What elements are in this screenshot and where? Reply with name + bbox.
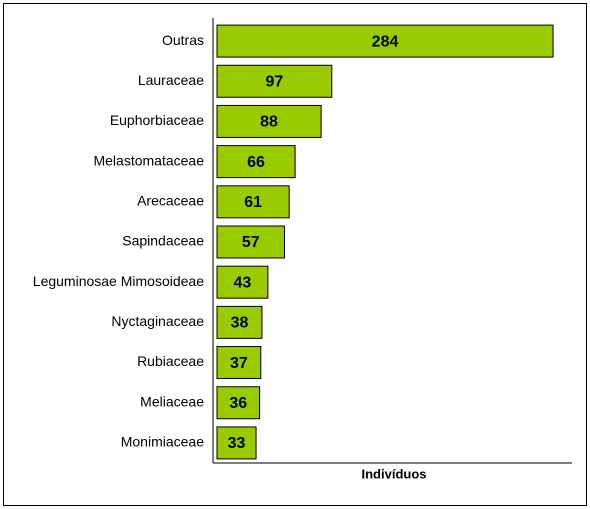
bar (216, 386, 261, 420)
y-tick-label: Sapindaceae (122, 233, 204, 249)
y-tick-label: Nyctaginaceae (111, 313, 204, 329)
data-label: 66 (247, 154, 265, 171)
y-tick-label: Leguminosae Mimosoideae (33, 273, 204, 289)
data-label: 61 (244, 194, 262, 211)
bar (216, 145, 296, 179)
bar (216, 64, 333, 98)
data-label: 38 (231, 315, 249, 332)
bar (216, 346, 262, 380)
y-tick-label: Monimiaceae (121, 434, 204, 450)
y-tick-label: Euphorbiaceae (110, 112, 204, 128)
y-tick-label: Melastomataceae (93, 152, 204, 168)
y-tick-label: Outras (162, 32, 204, 48)
data-label: 37 (230, 355, 248, 372)
data-label: 57 (242, 234, 260, 251)
data-label: 36 (229, 395, 247, 412)
data-label: 33 (228, 435, 246, 452)
y-tick-label: Rubiaceae (137, 353, 204, 369)
data-label: 284 (372, 33, 399, 50)
bar (216, 185, 290, 219)
data-label: 88 (260, 114, 278, 131)
y-tick-label: Meliaceae (140, 393, 204, 409)
bar (216, 265, 269, 299)
y-tick-label: Lauraceae (138, 72, 204, 88)
bar (216, 24, 554, 58)
y-tick-label: Arecaceae (137, 193, 204, 209)
data-label: 97 (265, 73, 283, 90)
data-label: 43 (234, 274, 252, 291)
bar (216, 104, 322, 138)
bar (216, 426, 257, 460)
bar (216, 305, 263, 339)
bar (216, 225, 285, 259)
x-axis-label: Indivíduos (362, 466, 427, 481)
